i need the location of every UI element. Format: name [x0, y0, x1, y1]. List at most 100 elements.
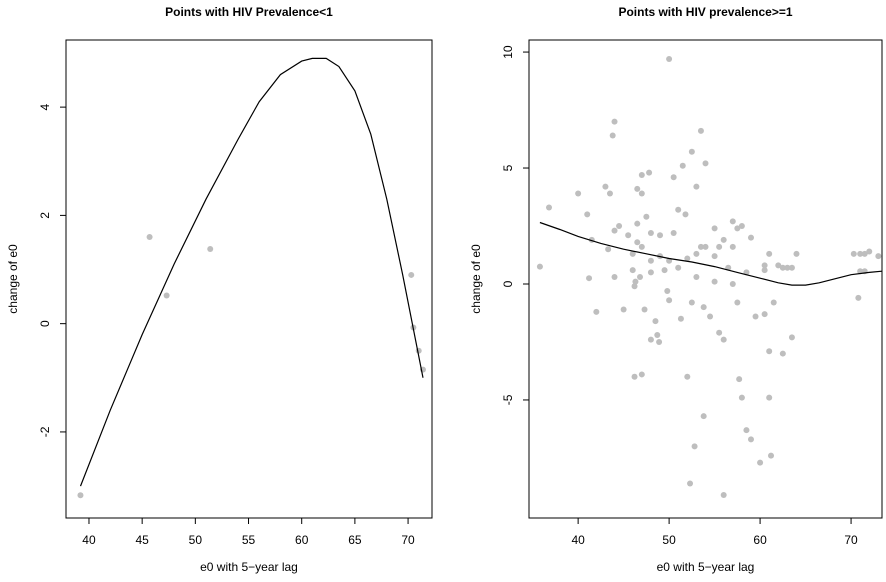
point	[652, 318, 659, 325]
point	[766, 394, 773, 401]
point	[643, 213, 650, 220]
point	[700, 413, 707, 420]
point	[586, 275, 593, 282]
y-tick-label: -2	[38, 426, 52, 437]
point	[408, 271, 415, 278]
fit-curve	[539, 221, 883, 286]
y-tick-label: 10	[501, 45, 515, 59]
point	[207, 245, 214, 252]
point	[734, 225, 741, 232]
x-axis-label: e0 with 5−year lag	[200, 560, 298, 574]
point	[647, 269, 654, 276]
point	[716, 243, 723, 250]
point	[761, 262, 768, 269]
point	[720, 336, 727, 343]
x-tick-label: 70	[844, 533, 858, 547]
point	[729, 218, 736, 225]
point	[646, 169, 653, 176]
point	[675, 264, 682, 271]
point	[720, 492, 727, 499]
point	[693, 274, 700, 281]
point	[609, 132, 616, 139]
y-tick-label: -5	[501, 394, 515, 405]
point	[679, 162, 686, 169]
x-tick-label: 40	[82, 533, 96, 547]
point	[636, 274, 643, 281]
point	[693, 250, 700, 257]
x-axis-label: e0 with 5−year lag	[657, 560, 755, 574]
y-tick-label: 5	[501, 164, 515, 171]
point	[546, 204, 553, 211]
point	[675, 206, 682, 213]
point	[784, 264, 791, 271]
point	[736, 376, 743, 383]
point	[788, 264, 795, 271]
point	[536, 263, 543, 270]
point	[657, 232, 664, 239]
point	[788, 334, 795, 341]
point	[661, 267, 668, 274]
y-tick-label: 0	[38, 320, 52, 327]
point	[687, 480, 694, 487]
point	[734, 299, 741, 306]
point	[638, 371, 645, 378]
point	[857, 250, 864, 257]
point	[77, 492, 84, 499]
point	[682, 211, 689, 218]
point	[629, 267, 636, 274]
point	[688, 148, 695, 155]
chart-title: Points with HIV Prevalence<1	[165, 5, 333, 19]
point	[716, 329, 723, 336]
point	[875, 253, 882, 260]
point	[720, 236, 727, 243]
point	[647, 336, 654, 343]
point	[656, 338, 663, 345]
point	[620, 306, 627, 313]
x-tick-label: 60	[753, 533, 767, 547]
point	[702, 243, 709, 250]
point	[415, 347, 422, 354]
y-tick-label: 4	[38, 103, 52, 110]
point	[738, 394, 745, 401]
point	[850, 250, 857, 257]
x-tick-label: 50	[189, 533, 203, 547]
point	[761, 267, 768, 274]
point	[747, 436, 754, 443]
point	[775, 262, 782, 269]
point	[593, 308, 600, 315]
point	[638, 243, 645, 250]
point	[770, 299, 777, 306]
y-axis-label: change of e0	[469, 244, 483, 314]
point	[707, 313, 714, 320]
plot-frame	[65, 39, 433, 519]
point	[629, 250, 636, 257]
point	[711, 278, 718, 285]
point	[611, 274, 618, 281]
point	[647, 257, 654, 264]
point	[691, 443, 698, 450]
point	[752, 313, 759, 320]
point	[634, 239, 641, 246]
point	[684, 373, 691, 380]
x-tick-label: 50	[662, 533, 676, 547]
point	[631, 283, 638, 290]
y-tick-label: 0	[501, 280, 515, 287]
point	[861, 250, 868, 257]
point	[666, 56, 673, 63]
point	[743, 427, 750, 434]
point	[638, 190, 645, 197]
x-tick-label: 70	[401, 533, 415, 547]
x-tick-label: 55	[242, 533, 256, 547]
point	[697, 243, 704, 250]
point	[747, 234, 754, 241]
point	[866, 248, 873, 255]
x-tick-label: 65	[348, 533, 362, 547]
point	[766, 348, 773, 355]
y-axis-label: change of e0	[6, 244, 20, 314]
point	[638, 171, 645, 178]
x-tick-label: 60	[295, 533, 309, 547]
point	[700, 304, 707, 311]
point	[697, 127, 704, 134]
point	[602, 183, 609, 190]
